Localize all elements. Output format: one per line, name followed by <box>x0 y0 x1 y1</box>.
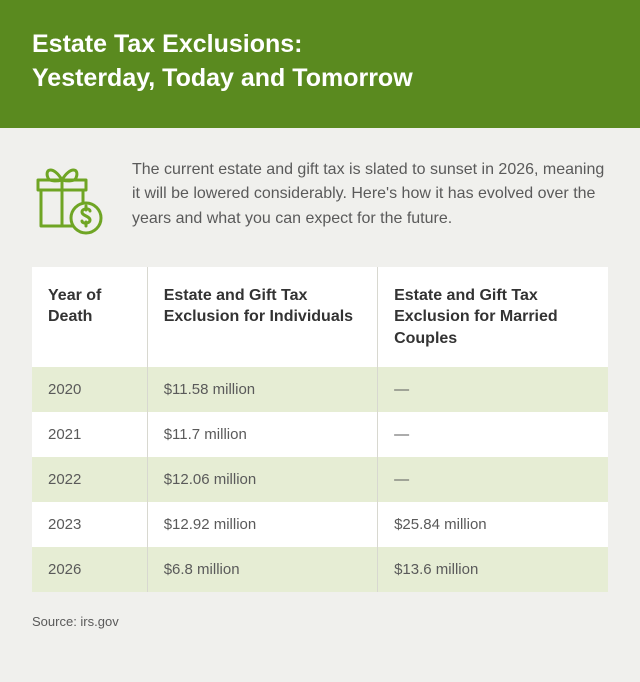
col-header-year: Year of Death <box>32 267 147 368</box>
cell-married: $13.6 million <box>378 547 608 592</box>
cell-year: 2020 <box>32 367 147 412</box>
cell-married: — <box>378 412 608 457</box>
cell-year: 2023 <box>32 502 147 547</box>
cell-individual: $12.92 million <box>147 502 377 547</box>
intro-section: The current estate and gift tax is slate… <box>0 128 640 267</box>
exclusion-table-wrap: Year of Death Estate and Gift Tax Exclus… <box>0 267 640 593</box>
cell-married: $25.84 million <box>378 502 608 547</box>
intro-text: The current estate and gift tax is slate… <box>132 158 608 232</box>
header-banner: Estate Tax Exclusions: Yesterday, Today … <box>0 0 640 128</box>
page-title: Estate Tax Exclusions: Yesterday, Today … <box>32 28 608 96</box>
table-body: 2020$11.58 million—2021$11.7 million—202… <box>32 367 608 592</box>
cell-year: 2026 <box>32 547 147 592</box>
cell-individual: $11.7 million <box>147 412 377 457</box>
source-citation: Source: irs.gov <box>0 592 640 629</box>
col-header-married: Estate and Gift Tax Exclusion for Marrie… <box>378 267 608 368</box>
table-row: 2020$11.58 million— <box>32 367 608 412</box>
cell-individual: $12.06 million <box>147 457 377 502</box>
cell-married: — <box>378 367 608 412</box>
col-header-individual: Estate and Gift Tax Exclusion for Indivi… <box>147 267 377 368</box>
gift-dollar-icon <box>32 160 110 243</box>
cell-year: 2021 <box>32 412 147 457</box>
cell-married: — <box>378 457 608 502</box>
table-header-row: Year of Death Estate and Gift Tax Exclus… <box>32 267 608 368</box>
table-row: 2021$11.7 million— <box>32 412 608 457</box>
title-line-1: Estate Tax Exclusions: <box>32 30 302 58</box>
exclusion-table: Year of Death Estate and Gift Tax Exclus… <box>32 267 608 593</box>
table-row: 2026$6.8 million$13.6 million <box>32 547 608 592</box>
cell-individual: $6.8 million <box>147 547 377 592</box>
table-row: 2023$12.92 million$25.84 million <box>32 502 608 547</box>
title-line-2: Yesterday, Today and Tomorrow <box>32 64 413 92</box>
table-row: 2022$12.06 million— <box>32 457 608 502</box>
cell-individual: $11.58 million <box>147 367 377 412</box>
cell-year: 2022 <box>32 457 147 502</box>
